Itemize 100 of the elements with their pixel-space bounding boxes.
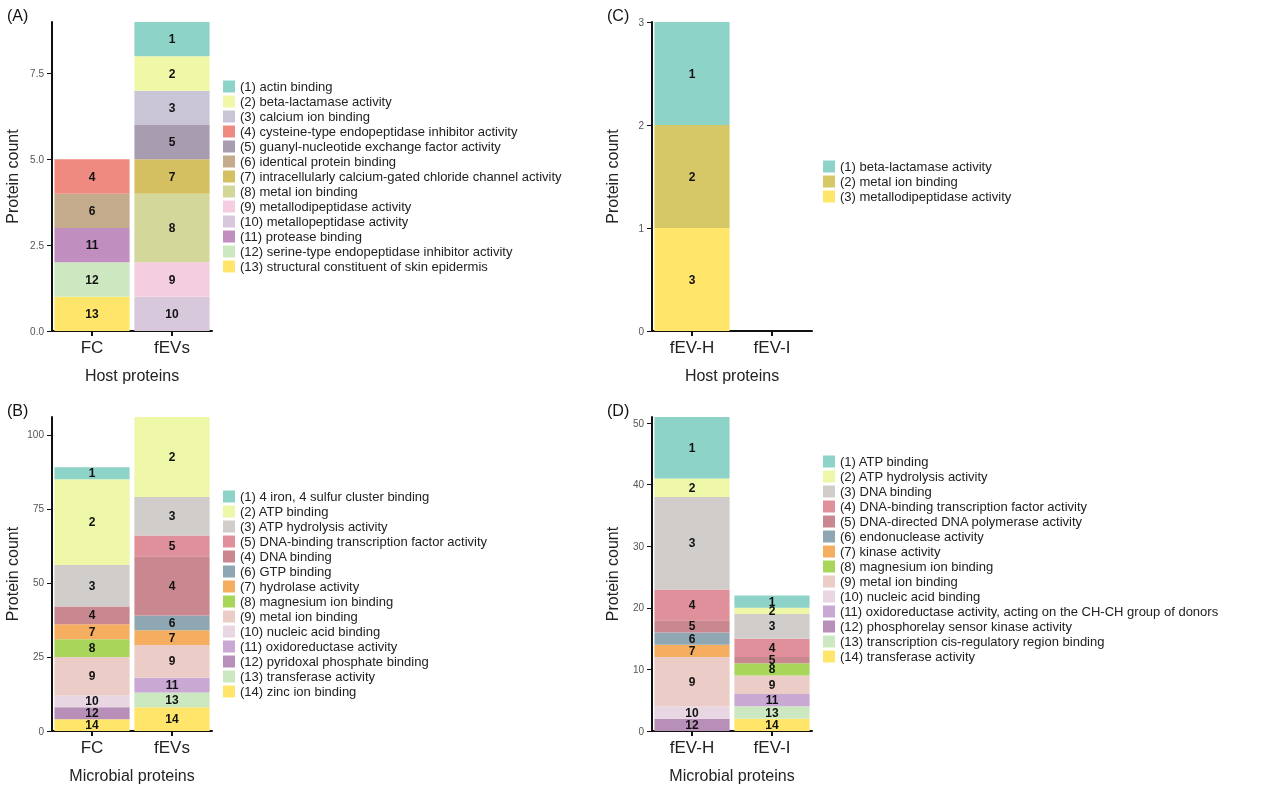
y-tick-label: 0 xyxy=(638,725,645,737)
annotation: 7 xyxy=(688,643,696,658)
bar xyxy=(134,535,210,557)
legend-label: (13) transferase activity xyxy=(240,669,376,684)
legend-label: (8) magnesium ion binding xyxy=(240,594,394,609)
bar xyxy=(654,706,730,719)
legend-label: (4) DNA-binding transcription factor activity xyxy=(840,499,1088,514)
annotation: 1 xyxy=(688,66,696,81)
annotation: 1 xyxy=(88,466,96,481)
y-axis-title: Protein count xyxy=(603,526,621,622)
x-axis-title: Microbial proteins xyxy=(69,766,195,784)
annotation: 12 xyxy=(85,706,99,721)
annotation: 6 xyxy=(88,203,96,218)
annotation: 9 xyxy=(88,669,96,684)
bar xyxy=(734,614,810,639)
legend-label: (6) GTP binding xyxy=(240,564,332,579)
legend-label: (5) DNA-directed DNA polymerase activity xyxy=(840,514,1083,529)
legend-label: (2) ATP binding xyxy=(240,504,329,519)
bar xyxy=(734,675,810,695)
legend-label: (12) serine-type endopeptidase inhibitor activity xyxy=(240,244,513,259)
annotation: 11 xyxy=(165,678,179,693)
annotation: 3 xyxy=(168,100,176,115)
annotation: 4 xyxy=(768,640,776,655)
y-tick-label: 2 xyxy=(638,119,645,131)
x-tick-label: fEVs xyxy=(154,338,190,357)
legend-label: (8) metal ion binding xyxy=(240,184,358,199)
legend-label: (3) DNA binding xyxy=(840,484,932,499)
x-axis-title: Host proteins xyxy=(684,366,780,384)
annotation: 7 xyxy=(168,630,176,645)
annotation: 9 xyxy=(768,677,776,692)
y-tick-label: 3 xyxy=(638,16,645,28)
bar xyxy=(654,632,730,645)
bar xyxy=(54,639,130,657)
x-tick-label: fEV-H xyxy=(669,738,715,757)
bar xyxy=(734,694,810,707)
annotation: 10 xyxy=(165,306,179,321)
annotation: 1 xyxy=(688,440,696,455)
y-axis-title: Protein count xyxy=(3,526,21,622)
legend-label: (1) beta-lactamase activity xyxy=(840,159,993,174)
bar xyxy=(54,565,130,607)
annotation: 3 xyxy=(168,509,176,524)
annotation: 13 xyxy=(165,692,179,707)
annotation: 4 xyxy=(688,597,696,612)
legend-label: (12) pyridoxal phosphate binding xyxy=(240,654,429,669)
legend-label: (2) metal ion binding xyxy=(840,174,958,189)
y-axis-title: Protein count xyxy=(3,128,21,224)
y-tick-label: 0.0 xyxy=(30,325,45,337)
annotation: 10 xyxy=(85,694,99,709)
y-tick-label: 40 xyxy=(632,479,645,491)
legend-label: (2) ATP hydrolysis activity xyxy=(840,469,989,484)
annotation: 6 xyxy=(688,631,696,646)
bar xyxy=(654,718,730,731)
x-tick-label: fEVs xyxy=(154,738,190,757)
bar xyxy=(134,645,210,678)
x-axis-title: Microbial proteins xyxy=(669,766,795,784)
annotation: 3 xyxy=(688,272,696,287)
annotation: 6 xyxy=(168,615,176,630)
annotation: 2 xyxy=(688,169,696,184)
legend-label: (6) identical protein binding xyxy=(240,154,397,169)
bar xyxy=(134,630,210,646)
annotation: 2 xyxy=(688,480,696,495)
legend-label: (14) zinc ion binding xyxy=(240,684,357,699)
chart-title: (C) xyxy=(607,6,630,24)
y-axis-title: Protein count xyxy=(603,128,621,224)
bar xyxy=(54,695,130,708)
legend-label: (14) transferase activity xyxy=(840,649,976,664)
bar xyxy=(54,479,130,566)
x-tick-label: FC xyxy=(80,338,104,357)
annotation: 9 xyxy=(168,654,176,669)
y-tick-label: 5.0 xyxy=(30,153,45,165)
legend-label: (8) magnesium ion binding xyxy=(840,559,994,574)
y-tick-label: 20 xyxy=(632,602,645,614)
bar xyxy=(654,417,730,479)
y-tick-label: 50 xyxy=(632,417,645,429)
annotation: 5 xyxy=(688,619,696,634)
bar xyxy=(734,607,810,615)
bar xyxy=(734,718,810,731)
annotation: 2 xyxy=(88,515,96,530)
annotation: 4 xyxy=(168,578,176,593)
y-tick-label: 2.5 xyxy=(30,239,45,251)
legend-label: (9) metal ion binding xyxy=(840,574,958,589)
x-tick-label: FC xyxy=(80,738,104,757)
legend-label: (5) DNA-binding transcription factor activity xyxy=(240,534,488,549)
annotation: 4 xyxy=(88,169,96,184)
bar xyxy=(654,478,730,498)
y-tick-label: 75 xyxy=(32,503,45,515)
annotation: 14 xyxy=(85,718,99,733)
legend-label: (7) intracellularly calcium-gated chloride channel activity xyxy=(240,169,563,184)
legend-label: (13) structural constituent of skin epidermis xyxy=(240,259,489,274)
annotation: 4 xyxy=(88,608,96,623)
bar xyxy=(54,467,130,480)
annotation: 14 xyxy=(765,717,779,732)
y-tick-label: 100 xyxy=(27,429,45,441)
y-tick-label: 10 xyxy=(632,663,645,675)
legend-label: (1) 4 iron, 4 sulfur cluster binding xyxy=(240,489,430,504)
chart-title: (A) xyxy=(7,6,29,24)
annotation: 8 xyxy=(88,641,96,656)
x-tick-label: fEV-I xyxy=(753,338,791,357)
legend-label: (6) endonuclease activity xyxy=(840,529,985,544)
bar xyxy=(654,497,730,590)
